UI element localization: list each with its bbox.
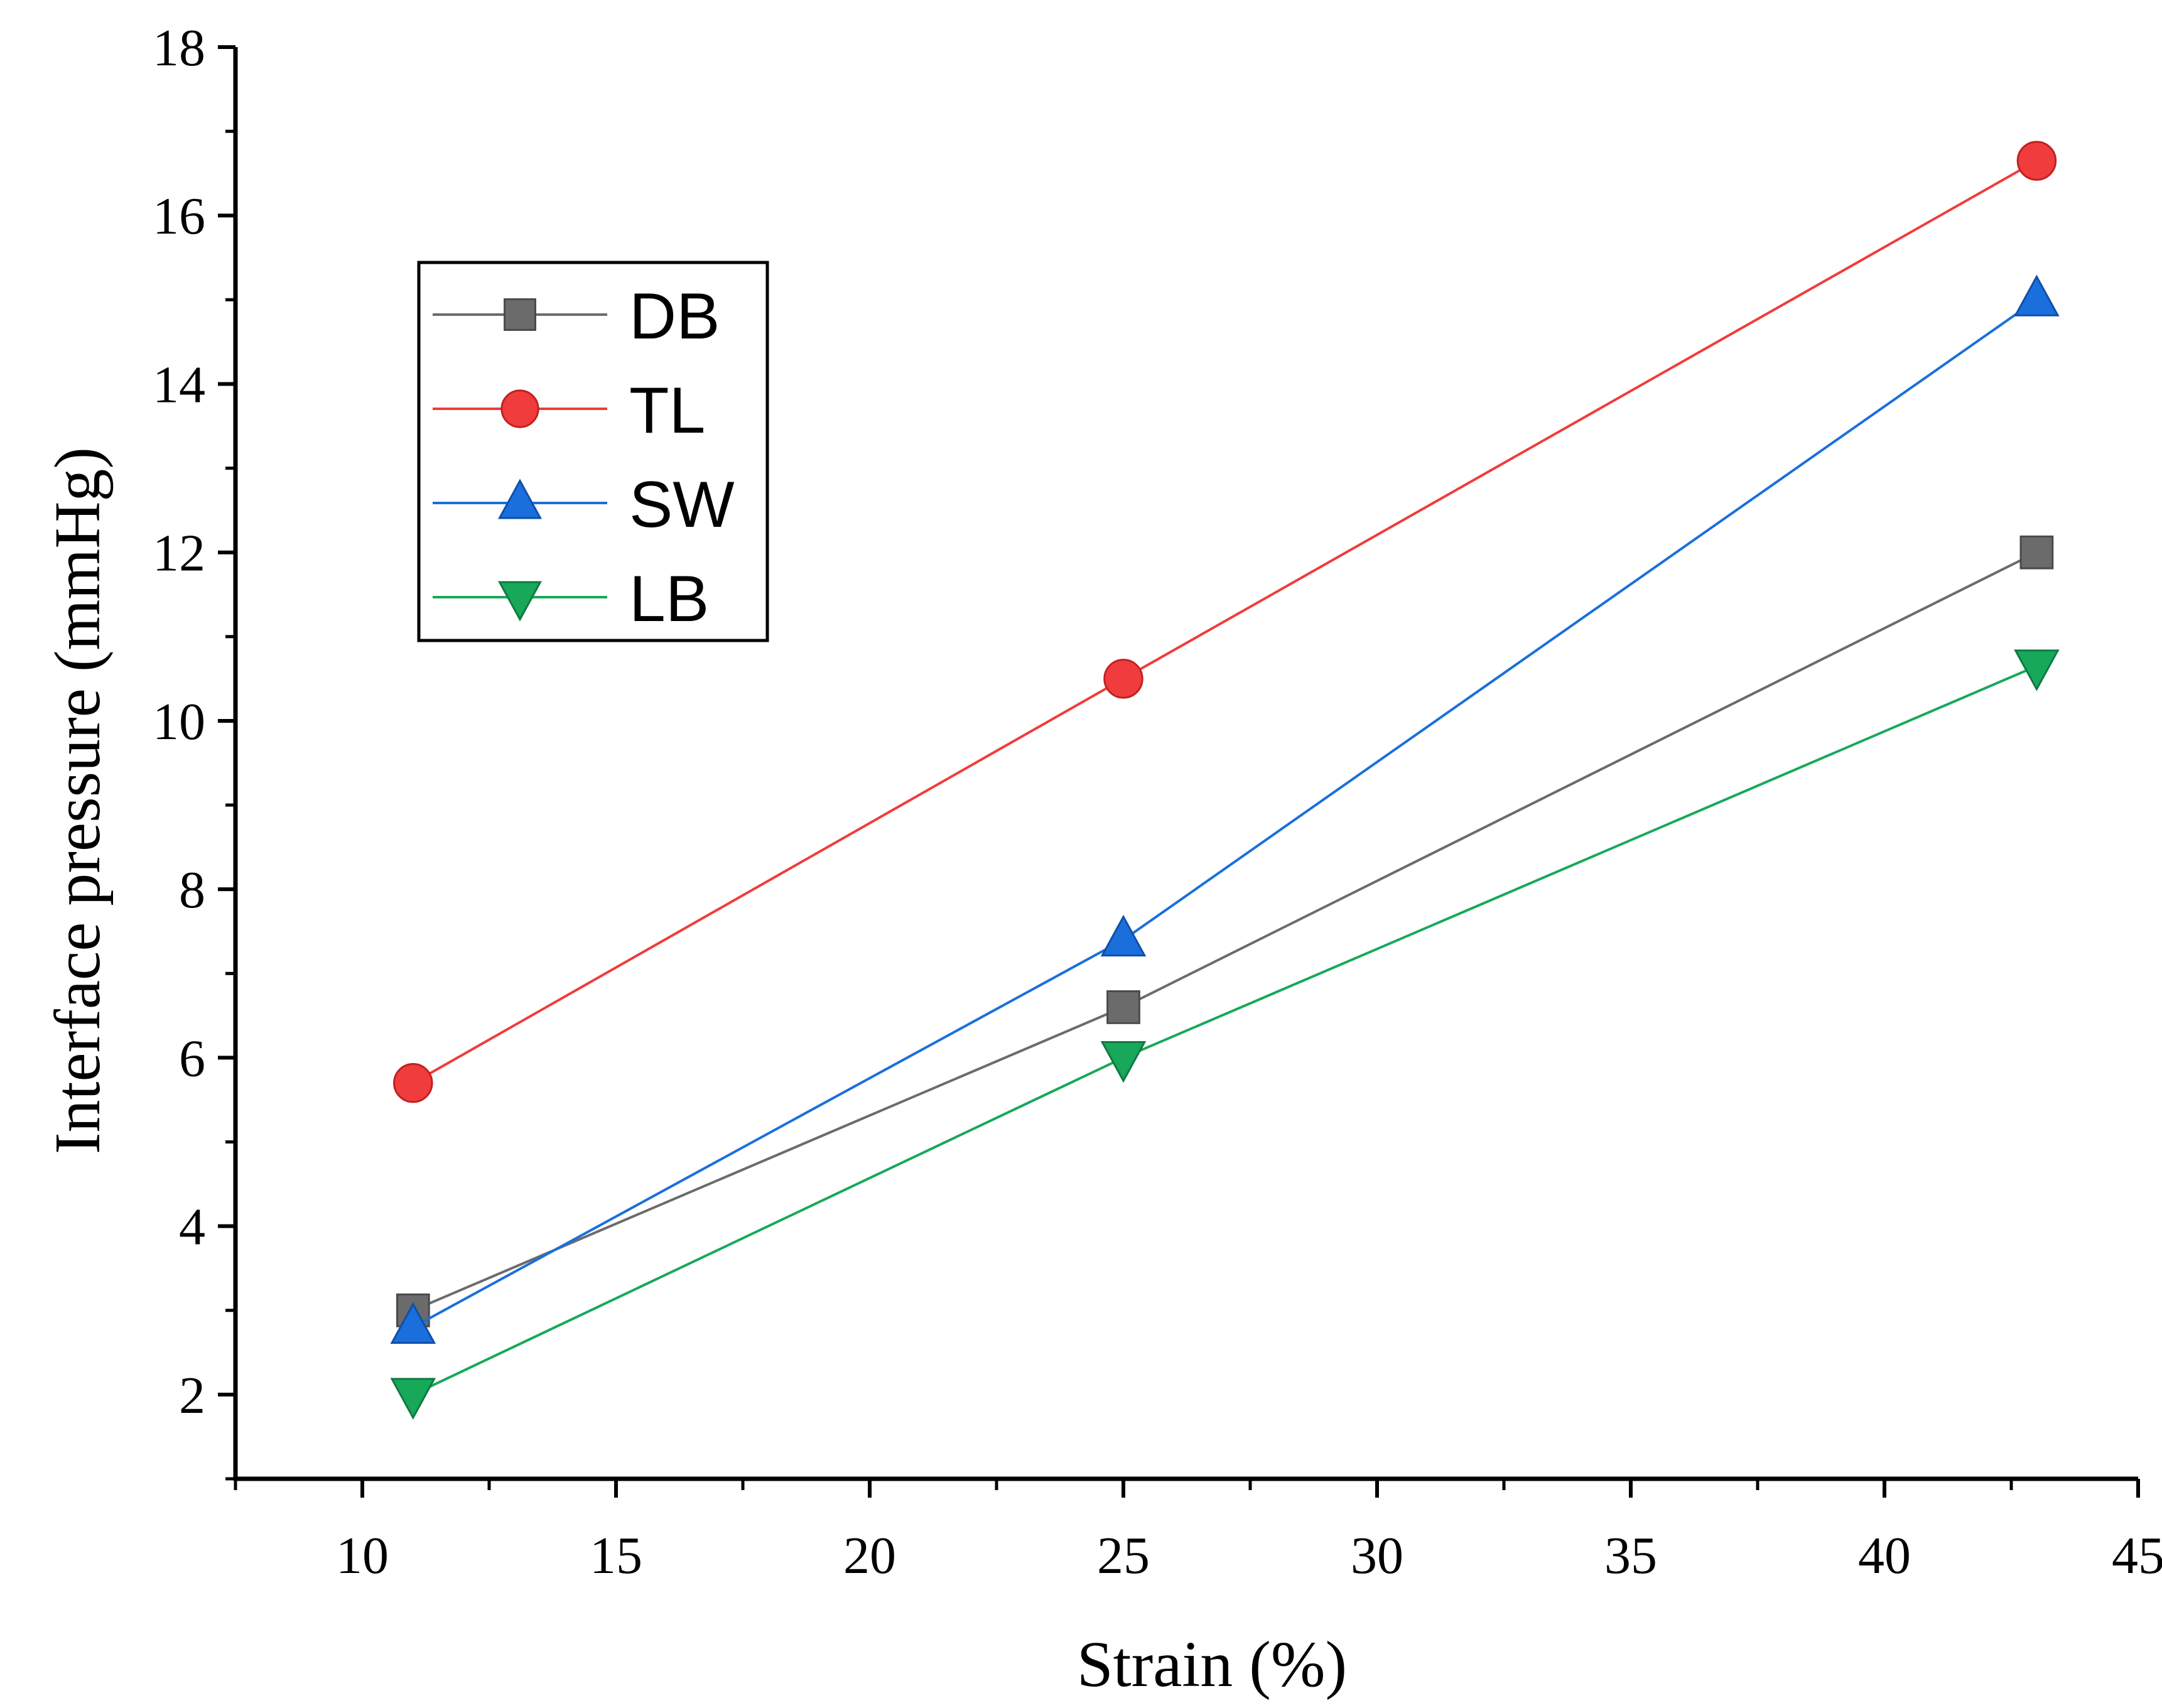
series-layer (390, 141, 2060, 1420)
x-tick-label: 45 (2112, 1527, 2162, 1585)
series-db-line (413, 551, 2038, 1312)
y-tick-label: 8 (179, 861, 205, 919)
series-lb-point (1100, 1040, 1147, 1083)
y-axis-ticks: 2 4 6 8 10 12 14 16 18 (153, 19, 235, 1481)
legend-item-lb: LB (433, 563, 709, 635)
legend-label-sw: SW (629, 468, 735, 541)
legend-label-tl: TL (629, 374, 705, 447)
x-tick-label: 30 (1351, 1527, 1403, 1585)
x-tick-label: 20 (843, 1527, 896, 1585)
y-tick-label: 6 (179, 1029, 205, 1088)
series-sw-point (1100, 914, 1147, 957)
legend-marker-db (504, 298, 536, 331)
legend-marker-lb (497, 581, 543, 622)
series-tl-point (1103, 659, 1143, 699)
series-db-point (2019, 535, 2054, 570)
legend-label-db: DB (629, 280, 720, 353)
series-sw-point (2014, 274, 2060, 316)
series-lb-point (390, 1378, 436, 1420)
legend-item-sw: SW (433, 468, 735, 541)
legend-label-lb: LB (629, 563, 709, 635)
legend-box (417, 261, 769, 642)
legend-marker-tl (500, 389, 539, 428)
x-axis-ticks: 10 15 20 25 30 35 40 45 (234, 1479, 2162, 1585)
legend-item-db: DB (433, 280, 720, 353)
series-db-point (1106, 990, 1140, 1024)
series-sw (390, 274, 2060, 1344)
x-tick-label: 40 (1858, 1527, 1911, 1585)
series-lb-line (412, 664, 2038, 1396)
y-tick-label: 14 (153, 355, 205, 414)
y-tick-label: 16 (153, 187, 205, 246)
series-db (396, 535, 2054, 1327)
x-tick-label: 25 (1097, 1527, 1150, 1585)
x-axis-title: Strain (%) (1077, 1628, 1347, 1700)
series-lb (390, 649, 2060, 1420)
x-tick-label: 35 (1604, 1527, 1657, 1585)
y-tick-label: 10 (153, 693, 205, 751)
y-tick-label: 4 (179, 1198, 205, 1257)
series-tl (393, 141, 2057, 1103)
axes: 2 4 6 8 10 12 14 16 18 10 15 20 25 30 35 40 45 (153, 19, 2162, 1585)
series-lb-point (2014, 649, 2060, 691)
y-axis-title: Interface pressure (mmHg) (41, 447, 114, 1154)
x-tick-label: 15 (590, 1527, 642, 1585)
x-tick-label: 10 (336, 1527, 389, 1585)
y-tick-label: 18 (153, 19, 205, 77)
series-tl-point (393, 1062, 433, 1103)
legend-marker-sw (497, 478, 543, 519)
y-tick-label: 12 (153, 524, 205, 583)
series-tl-point (2016, 141, 2057, 181)
legend: DB TL SW LB (417, 261, 769, 642)
y-tick-label: 2 (179, 1366, 205, 1425)
legend-item-tl: TL (433, 374, 705, 447)
series-sw-point (390, 1302, 436, 1344)
